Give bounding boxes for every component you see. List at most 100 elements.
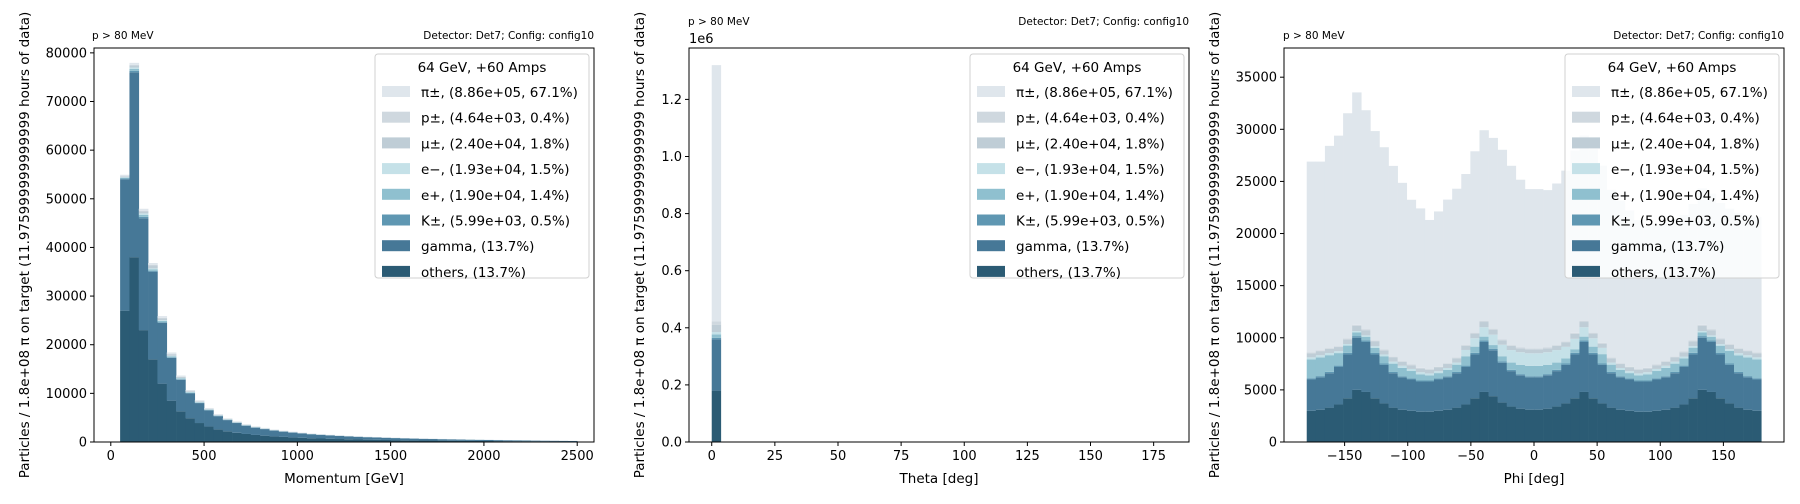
bar-K-bin-46 bbox=[1725, 364, 1734, 365]
legend-swatch-e_plus bbox=[977, 189, 1005, 200]
bar-e_plus-bin-5 bbox=[1352, 332, 1361, 336]
bar-e_plus-bin-14 bbox=[1434, 373, 1443, 378]
bar-K-bin-11 bbox=[1407, 378, 1416, 379]
bar-mu-bin-8 bbox=[1379, 350, 1388, 354]
bar-others-bin-47 bbox=[1734, 408, 1743, 442]
bar-others-bin-45 bbox=[1716, 398, 1725, 442]
x-tick-label: 100 bbox=[952, 449, 977, 464]
bar-others-bin-2 bbox=[1325, 408, 1334, 442]
bar-mu-bin-0 bbox=[1307, 353, 1316, 357]
bar-K-bin-21 bbox=[1498, 361, 1507, 362]
bar-e_plus-bin-4 bbox=[1343, 346, 1352, 353]
bar-pi-bin-18 bbox=[1470, 151, 1479, 332]
legend-swatch-gamma bbox=[977, 240, 1005, 251]
legend-label-p: p±, (4.64e+03, 0.4%) bbox=[1611, 111, 1760, 127]
bar-others-bin-5 bbox=[1352, 390, 1361, 442]
x-tick-label: 175 bbox=[1141, 449, 1166, 464]
bar-p-bin-2 bbox=[1325, 348, 1334, 349]
bar-K-bin-34 bbox=[1616, 376, 1625, 377]
bar-gamma-bin-45 bbox=[1716, 354, 1725, 398]
bar-gamma-bin-41 bbox=[1679, 367, 1688, 405]
bar-others-bin-23 bbox=[1516, 409, 1525, 442]
bar-gamma-bin-45 bbox=[540, 441, 550, 442]
bar-e_minus-bin-33 bbox=[1607, 363, 1616, 365]
bar-p-bin-28 bbox=[1561, 342, 1570, 343]
bar-e_minus-bin-43 bbox=[1698, 331, 1707, 332]
x-axis-label-momentum: Momentum [GeV] bbox=[284, 471, 404, 487]
bar-p-bin-19 bbox=[1479, 321, 1488, 322]
bar-mu-bin-28 bbox=[1561, 342, 1570, 346]
bar-others-bin-34 bbox=[1616, 410, 1625, 442]
bar-mu-bin-10 bbox=[1398, 362, 1407, 366]
bar-gamma-bin-22 bbox=[1507, 371, 1516, 406]
bar-p-bin-47 bbox=[1734, 348, 1743, 349]
bar-e_minus-bin-9 bbox=[1389, 362, 1398, 364]
bar-others-bin-10 bbox=[213, 429, 223, 442]
y-tick-label: 35000 bbox=[1236, 71, 1277, 86]
bar-mu-bin-3 bbox=[148, 265, 158, 268]
bar-p-bin-18 bbox=[1470, 333, 1479, 334]
bar-mu-bin-6 bbox=[176, 377, 186, 378]
bar-mu-bin-15 bbox=[1443, 364, 1452, 368]
bar-e_plus-bin-1 bbox=[1316, 357, 1325, 376]
bar-pi-bin-2 bbox=[139, 209, 149, 211]
bar-mu-bin-30 bbox=[1579, 322, 1588, 327]
bar-K-bin-10 bbox=[1398, 376, 1407, 377]
bar-mu-bin-46 bbox=[1725, 345, 1734, 349]
bar-gamma-bin-21 bbox=[316, 435, 326, 439]
legend-label-e_plus: e+, (1.90e+04, 1.4%) bbox=[421, 188, 569, 204]
bar-e_plus-bin-46 bbox=[1725, 351, 1734, 364]
bar-mu-bin-11 bbox=[1407, 365, 1416, 369]
bar-gamma-bin-43 bbox=[1698, 338, 1707, 390]
bar-e_plus-bin-27 bbox=[1552, 363, 1561, 370]
bar-mu-bin-23 bbox=[1516, 348, 1525, 352]
bar-gamma-bin-24 bbox=[344, 436, 354, 439]
bar-K-bin-17 bbox=[1461, 366, 1470, 367]
bar-others-bin-8 bbox=[195, 423, 205, 442]
bar-p-bin-48 bbox=[1743, 350, 1752, 351]
y-tick-label: 0 bbox=[79, 436, 87, 451]
y-tick-label: 15000 bbox=[1236, 279, 1277, 294]
bar-e_minus-bin-16 bbox=[1452, 363, 1461, 365]
bar-p-bin-42 bbox=[1689, 340, 1698, 341]
bar-gamma-bin-28 bbox=[1561, 365, 1570, 404]
y-tick-label: 40000 bbox=[46, 241, 87, 256]
bar-gamma-bin-33 bbox=[1607, 373, 1616, 407]
bar-pi-bin-20 bbox=[1489, 138, 1498, 329]
bar-others-bin-20 bbox=[1489, 396, 1498, 442]
bar-gamma-bin-1 bbox=[129, 72, 139, 257]
bar-mu-bin-2 bbox=[1325, 349, 1334, 353]
bar-e_plus-bin-0 bbox=[1307, 359, 1316, 378]
bar-others-bin-18 bbox=[288, 437, 298, 442]
bar-gamma-bin-19 bbox=[297, 433, 307, 437]
bar-e_plus-bin-42 bbox=[1689, 348, 1698, 353]
bar-p-bin-31 bbox=[1589, 333, 1598, 334]
detector-label-phi: Detector: Det7; Config: config10 bbox=[1613, 30, 1784, 42]
x-tick-label: 1000 bbox=[281, 449, 314, 464]
bar-e_plus-bin-1 bbox=[129, 69, 139, 71]
legend-label-pi: π±, (8.86e+05, 67.1%) bbox=[1016, 85, 1173, 101]
bar-pi-bin-7 bbox=[1370, 131, 1379, 341]
bar-gamma-bin-2 bbox=[1325, 373, 1334, 407]
bar-others-bin-40 bbox=[1670, 408, 1679, 442]
bar-others-bin-13 bbox=[1425, 412, 1434, 442]
bar-gamma-bin-28 bbox=[381, 438, 391, 440]
x-tick-label: 50 bbox=[830, 449, 847, 464]
bar-gamma-bin-27 bbox=[1552, 371, 1561, 406]
bar-others-bin-21 bbox=[316, 439, 326, 443]
bar-e_plus-bin-9 bbox=[1389, 364, 1398, 372]
bar-mu-bin-4 bbox=[157, 318, 167, 320]
bar-p-bin-13 bbox=[1425, 369, 1434, 370]
bar-gamma-bin-21 bbox=[1498, 363, 1507, 403]
bar-others-bin-0 bbox=[120, 311, 130, 442]
bar-pi-bin-10 bbox=[213, 414, 223, 415]
bar-p-bin-29 bbox=[1570, 333, 1579, 334]
bar-e_minus-bin-26 bbox=[1543, 352, 1552, 365]
bar-gamma-bin-22 bbox=[325, 435, 335, 438]
bar-gamma-bin-10 bbox=[1398, 377, 1407, 409]
bar-pi-bin-9 bbox=[204, 408, 214, 409]
bar-gamma-bin-46 bbox=[1725, 365, 1734, 404]
bar-mu-bin-40 bbox=[1670, 357, 1679, 361]
bar-e_minus-bin-2 bbox=[139, 213, 149, 214]
bar-e_minus-bin-17 bbox=[1461, 350, 1470, 356]
